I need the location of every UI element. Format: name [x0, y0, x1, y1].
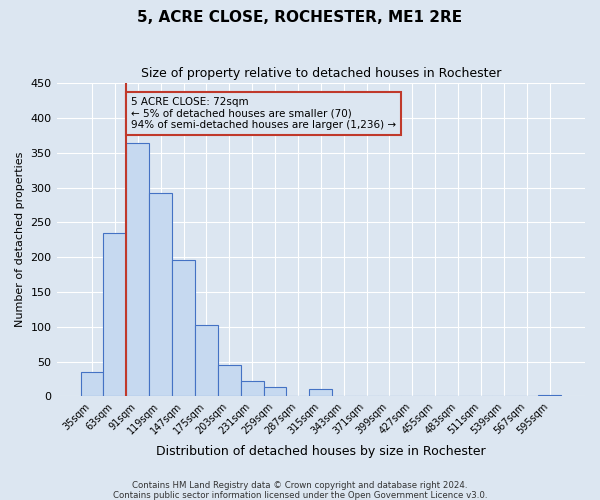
Bar [241, 381, 263, 396]
Text: Contains HM Land Registry data © Crown copyright and database right 2024.: Contains HM Land Registry data © Crown c… [132, 480, 468, 490]
Title: Size of property relative to detached houses in Rochester: Size of property relative to detached ho… [140, 68, 501, 80]
Y-axis label: Number of detached properties: Number of detached properties [15, 152, 25, 328]
Text: 5, ACRE CLOSE, ROCHESTER, ME1 2RE: 5, ACRE CLOSE, ROCHESTER, ME1 2RE [137, 10, 463, 25]
Bar [149, 193, 172, 396]
Bar [310, 390, 332, 396]
X-axis label: Distribution of detached houses by size in Rochester: Distribution of detached houses by size … [156, 444, 485, 458]
Bar [263, 386, 286, 396]
Bar [80, 372, 103, 396]
Bar [127, 143, 149, 397]
Bar [103, 234, 127, 396]
Bar [172, 260, 195, 396]
Text: Contains public sector information licensed under the Open Government Licence v3: Contains public sector information licen… [113, 490, 487, 500]
Bar [218, 365, 241, 396]
Text: 5 ACRE CLOSE: 72sqm
← 5% of detached houses are smaller (70)
94% of semi-detache: 5 ACRE CLOSE: 72sqm ← 5% of detached hou… [131, 97, 396, 130]
Bar [195, 324, 218, 396]
Bar [538, 395, 561, 396]
